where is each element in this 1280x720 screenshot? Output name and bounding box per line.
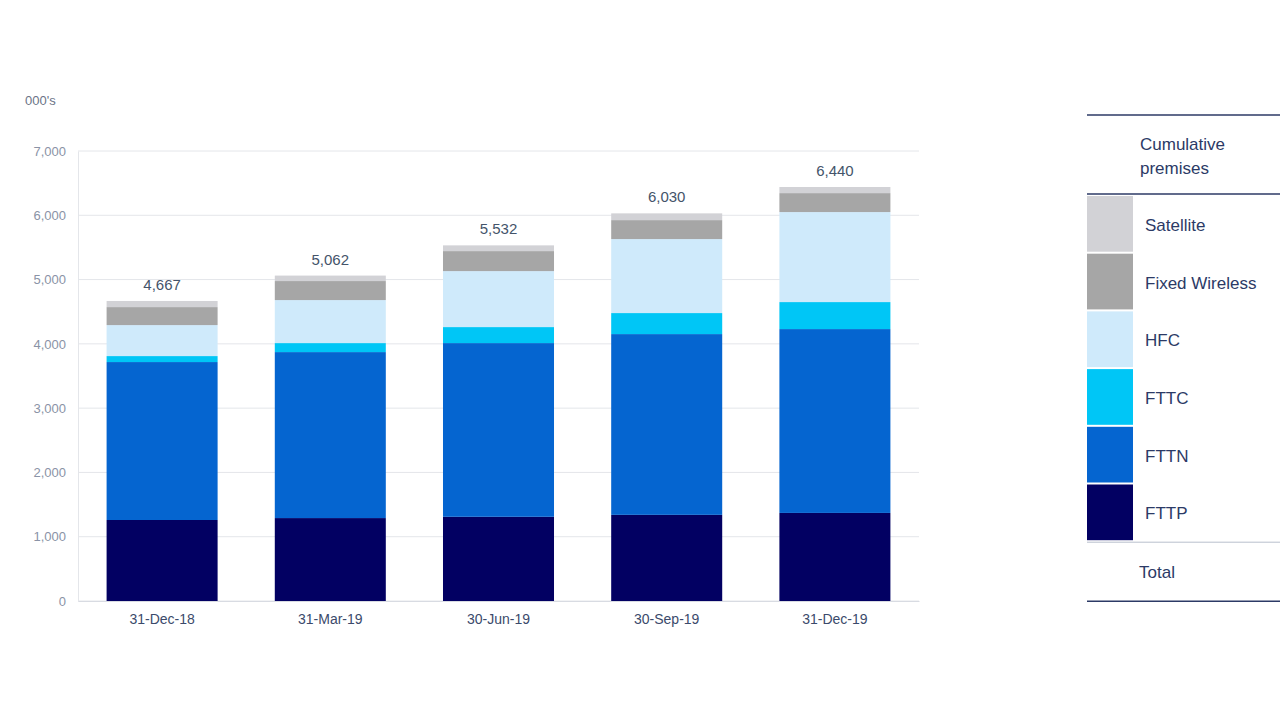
bar-segment (611, 239, 722, 313)
legend-label: Satellite (1145, 216, 1205, 235)
bar-segment (779, 187, 890, 193)
y-tick-label: 4,000 (33, 337, 66, 352)
x-axis: 31-Dec-18 31-Mar-19 30-Jun-19 30-Sep-19 31-D… (79, 601, 920, 627)
bar-segment (611, 515, 722, 601)
x-tick-label: 30-Sep-19 (634, 611, 700, 627)
bar-segment (611, 334, 722, 515)
bar-segment (107, 301, 218, 307)
legend-swatch (1087, 427, 1133, 483)
total-label: 5,062 (312, 251, 350, 268)
series-5 (107, 187, 891, 307)
total-labels: 4,667 5,062 5,532 6,030 6,440 (143, 162, 853, 293)
legend-swatch (1087, 254, 1133, 310)
bar-segment (107, 356, 218, 362)
chart: 0 1,000 2,000 3,000 4,000 5,000 6,000 7,000 000'… (0, 0, 1280, 720)
bar-segment (107, 307, 218, 325)
bar-segment (779, 329, 890, 513)
bar-segment (779, 302, 890, 329)
series-4 (107, 193, 891, 325)
y-tick-label: 1,000 (33, 529, 66, 544)
bar-segment (275, 281, 386, 300)
y-tick: 6,000 (33, 208, 78, 223)
bar-segment (107, 520, 218, 601)
bar-segment (443, 327, 554, 343)
bar-segment (611, 213, 722, 220)
y-unit-label: 000's (25, 93, 56, 108)
y-tick-label: 0 (59, 594, 66, 609)
x-tick-label: 31-Dec-18 (129, 611, 195, 627)
legend-total-label: Total (1139, 563, 1175, 582)
bar-segment (275, 300, 386, 343)
bar-segment (611, 313, 722, 334)
y-tick: 5,000 (33, 272, 78, 287)
bar-segment (779, 513, 890, 601)
legend-label: FTTP (1145, 504, 1188, 523)
y-tick: 1,000 (33, 529, 78, 544)
legend-rule (1087, 114, 1280, 116)
y-tick-label: 7,000 (33, 144, 66, 159)
y-tick: 7,000 (33, 144, 78, 159)
legend-label: FTTN (1145, 447, 1188, 466)
total-label: 6,030 (648, 188, 686, 205)
x-tick: 31-Mar-19 (298, 601, 363, 627)
bar-segment (443, 343, 554, 517)
grid-line (78, 151, 919, 152)
bar-segment (443, 245, 554, 251)
bar-segment (443, 517, 554, 601)
y-tick: 2,000 (33, 465, 78, 480)
bar-segment (107, 325, 218, 356)
series-0 (107, 513, 891, 601)
legend-label: FTTC (1145, 389, 1188, 408)
y-tick-label: 6,000 (33, 208, 66, 223)
legend-swatch (1087, 485, 1133, 541)
y-tick-label: 3,000 (33, 401, 66, 416)
legend-swatch (1087, 311, 1133, 367)
series-3 (107, 212, 891, 356)
legend-label: HFC (1145, 331, 1180, 350)
y-tick: 3,000 (33, 401, 78, 416)
x-tick-label: 30-Jun-19 (467, 611, 530, 627)
bar-segment (275, 518, 386, 601)
legend-label: Fixed Wireless (1145, 274, 1256, 293)
bar-segment (779, 212, 890, 302)
x-tick-label: 31-Mar-19 (298, 611, 363, 627)
legend-swatch (1087, 369, 1133, 425)
legend: Cumulativepremises Satellite Fixed Wireles… (1087, 115, 1280, 601)
y-tick: 4,000 (33, 337, 78, 352)
y-tick-label: 5,000 (33, 272, 66, 287)
bar-segment (779, 193, 890, 212)
x-tick: 31-Dec-19 (802, 601, 868, 627)
legend-swatch (1087, 196, 1133, 252)
bar-segment (275, 343, 386, 352)
x-tick: 30-Sep-19 (634, 601, 700, 627)
legend-rule (1087, 193, 1280, 195)
grid (78, 151, 919, 601)
bar-segment (107, 362, 218, 520)
legend-rule (1087, 600, 1280, 602)
y-axis: 0 1,000 2,000 3,000 4,000 5,000 6,000 7,000 (33, 144, 78, 609)
legend-rule (1087, 542, 1280, 543)
total-label: 6,440 (816, 162, 854, 179)
bar-segment (275, 352, 386, 518)
total-label: 4,667 (143, 276, 181, 293)
x-tick: 30-Jun-19 (467, 601, 530, 627)
legend-title: Cumulativepremises (1140, 135, 1225, 178)
bar-segment (443, 271, 554, 327)
bar-segment (275, 276, 386, 281)
x-tick-label: 31-Dec-19 (802, 611, 868, 627)
y-axis-line (78, 152, 79, 602)
bar-segment (443, 251, 554, 271)
x-tick: 31-Dec-18 (129, 601, 195, 627)
x-axis-line (79, 601, 920, 602)
bar-segment (611, 220, 722, 239)
y-tick: 0 (59, 594, 78, 609)
y-tick-label: 2,000 (33, 465, 66, 480)
bars (107, 187, 891, 601)
series-1 (107, 329, 891, 520)
total-label: 5,532 (480, 220, 518, 237)
